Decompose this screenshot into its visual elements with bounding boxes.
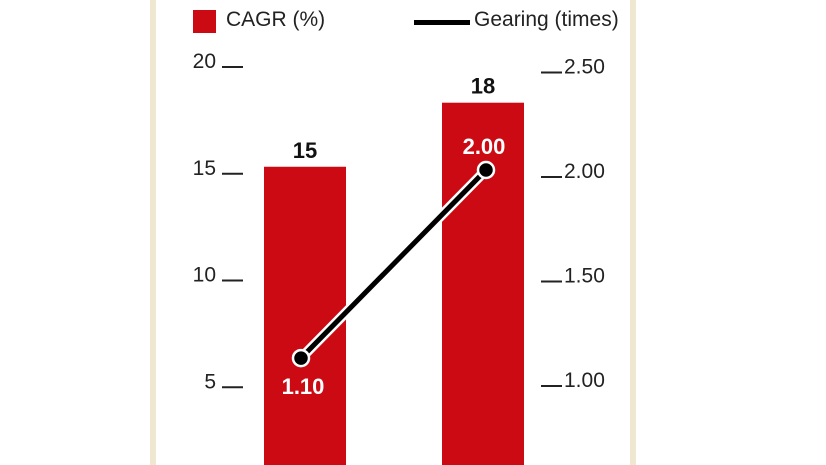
left-axis-tick-label: 10 xyxy=(193,264,216,287)
right-axis-tick-label: 1.00 xyxy=(564,369,605,392)
left-axis-tick-label: 15 xyxy=(193,157,216,180)
line-point-label: 2.00 xyxy=(463,134,506,159)
bar-value-label: 18 xyxy=(471,74,495,99)
line-point xyxy=(291,348,311,368)
left-axis-tick-label: 20 xyxy=(193,50,216,73)
right-axis-tick-label: 2.00 xyxy=(564,160,605,183)
bar xyxy=(264,166,346,465)
legend-line-label: Gearing (times) xyxy=(474,8,619,31)
bar-value-label: 15 xyxy=(293,138,317,163)
legend-bar-swatch xyxy=(193,10,216,33)
line-series xyxy=(299,168,488,360)
legend-bar-label: CAGR (%) xyxy=(226,8,326,31)
right-axis-tick-label: 1.50 xyxy=(564,265,605,288)
line-point-label: 1.10 xyxy=(282,374,325,399)
legend-line-swatch xyxy=(414,20,470,25)
chart-legend: CAGR (%) Gearing (times) xyxy=(190,5,626,33)
left-axis-tick-label: 5 xyxy=(204,370,216,393)
line-point xyxy=(476,160,496,180)
right-axis-tick-label: 2.50 xyxy=(564,56,605,79)
panel-border-left xyxy=(150,0,156,465)
panel-border-right xyxy=(630,0,636,465)
